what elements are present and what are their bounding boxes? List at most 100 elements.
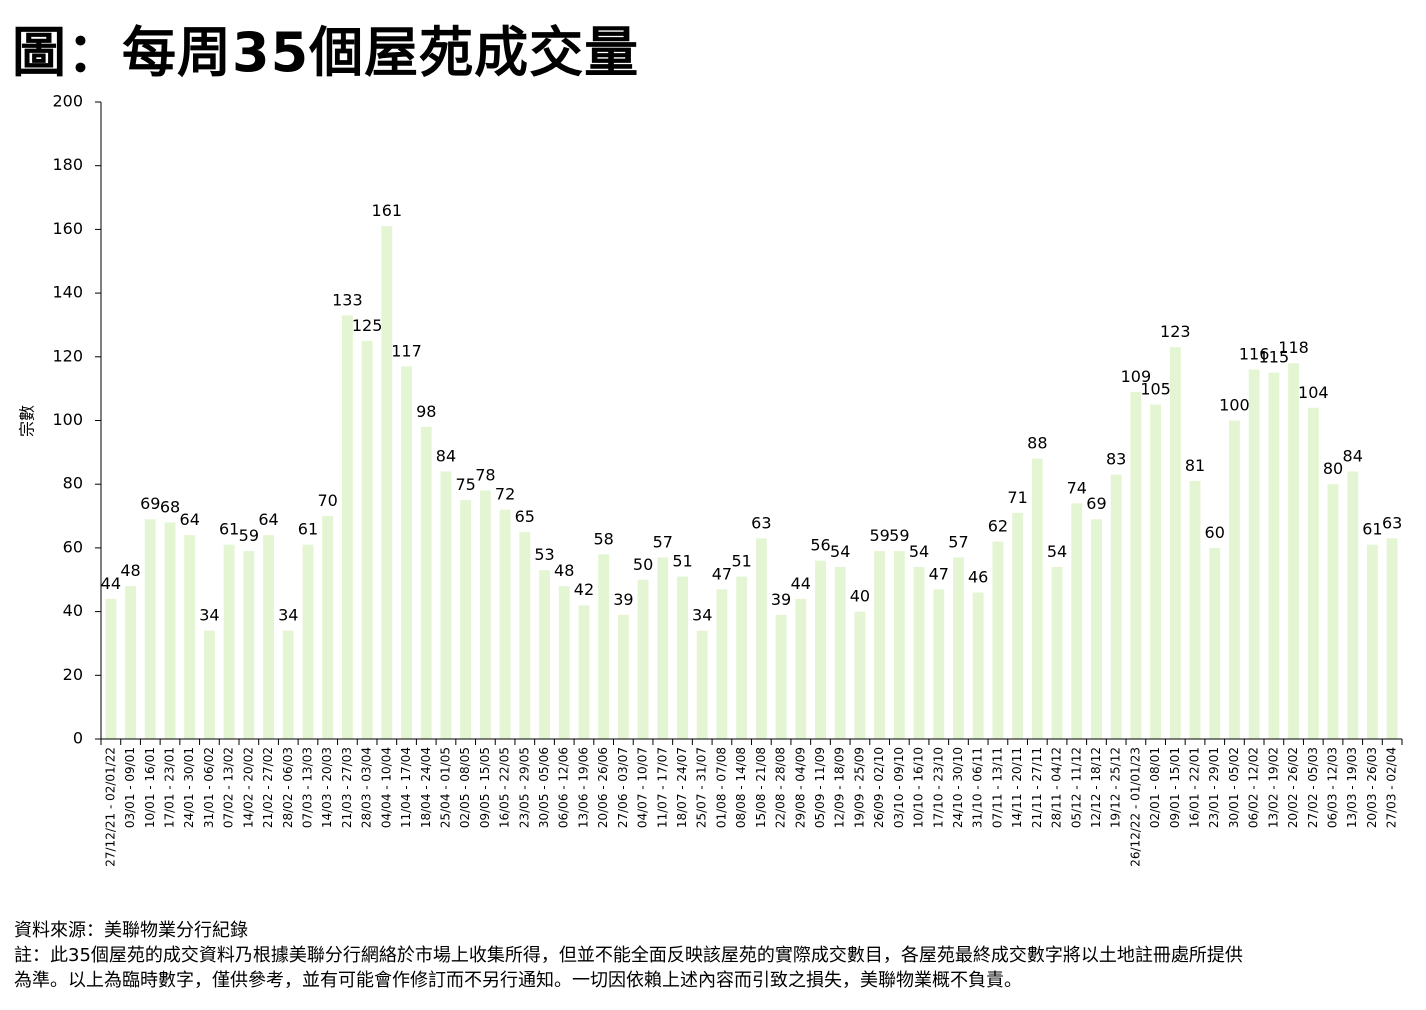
y-tick-label: 100 bbox=[52, 410, 83, 429]
x-tick-label: 18/04 - 24/04 bbox=[419, 747, 433, 828]
x-tick-label: 13/06 - 19/06 bbox=[576, 747, 590, 828]
bar bbox=[144, 519, 156, 739]
data-label: 48 bbox=[554, 561, 574, 580]
bar bbox=[1307, 407, 1319, 739]
x-tick-label: 28/03 - 03/04 bbox=[360, 747, 374, 828]
data-label: 98 bbox=[416, 402, 436, 421]
data-label: 54 bbox=[909, 542, 929, 561]
data-label: 58 bbox=[593, 529, 613, 548]
bar bbox=[578, 605, 590, 739]
x-tick-label: 02/05 - 08/05 bbox=[458, 747, 472, 828]
data-label: 51 bbox=[672, 552, 692, 571]
data-label: 34 bbox=[199, 606, 219, 625]
x-tick-label: 03/10 - 09/10 bbox=[892, 747, 906, 828]
x-tick-label: 11/07 - 17/07 bbox=[655, 747, 669, 828]
bar bbox=[322, 516, 334, 739]
bar bbox=[677, 576, 688, 739]
x-tick-label: 16/01 - 22/01 bbox=[1188, 747, 1202, 828]
x-tick-label: 31/01 - 06/02 bbox=[202, 747, 216, 828]
data-label: 39 bbox=[613, 590, 633, 609]
x-tick-label: 21/03 - 27/03 bbox=[340, 747, 354, 828]
data-label: 44 bbox=[101, 574, 121, 593]
x-tick-label: 25/04 - 01/05 bbox=[438, 747, 452, 828]
bar bbox=[263, 535, 274, 739]
data-label: 40 bbox=[850, 587, 870, 606]
x-tick-label: 18/07 - 24/07 bbox=[675, 747, 689, 828]
x-tick-label: 05/12 - 11/12 bbox=[1069, 747, 1083, 828]
bar bbox=[854, 611, 866, 739]
x-tick-label: 19/09 - 25/09 bbox=[852, 747, 866, 828]
data-label: 88 bbox=[1027, 434, 1047, 453]
data-label: 53 bbox=[534, 545, 554, 564]
x-tick-label: 11/04 - 17/04 bbox=[399, 747, 413, 828]
bar bbox=[1386, 538, 1398, 739]
disclaimer-line-2: 為準。以上為臨時數字，僅供參考，並有可能會作修訂而不另行通知。一切因依賴上述內容… bbox=[14, 970, 1022, 991]
data-label: 117 bbox=[391, 341, 422, 360]
bar bbox=[460, 500, 472, 739]
data-label: 44 bbox=[791, 574, 811, 593]
bar bbox=[539, 570, 550, 739]
data-label: 75 bbox=[455, 475, 475, 494]
data-label: 60 bbox=[1205, 523, 1225, 542]
bar bbox=[341, 315, 353, 739]
x-tick-label: 16/05 - 22/05 bbox=[498, 747, 512, 828]
bar bbox=[1091, 519, 1102, 739]
source-note: 資料來源：美聯物業分行紀錄 bbox=[14, 920, 248, 941]
data-label: 56 bbox=[810, 536, 830, 555]
y-tick-label: 200 bbox=[52, 92, 83, 111]
x-tick-label: 30/05 - 05/06 bbox=[537, 747, 551, 828]
bar bbox=[696, 630, 708, 739]
bar bbox=[953, 557, 964, 739]
bar bbox=[913, 567, 925, 739]
x-tick-label: 12/12 - 18/12 bbox=[1089, 747, 1103, 828]
y-tick-label: 120 bbox=[52, 346, 83, 365]
data-label: 54 bbox=[830, 542, 850, 561]
x-axis: 27/12/21 - 02/01/22 03/01 - 09/01 10/01 - … bbox=[100, 738, 1403, 867]
data-label: 81 bbox=[1185, 456, 1205, 475]
bar bbox=[1209, 547, 1221, 739]
y-tick-label: 140 bbox=[52, 283, 83, 302]
bar bbox=[1071, 503, 1083, 739]
bar bbox=[1248, 369, 1260, 739]
bar bbox=[1169, 347, 1181, 739]
data-label: 64 bbox=[258, 510, 278, 529]
x-tick-label: 20/03 - 26/03 bbox=[1365, 747, 1379, 828]
bar bbox=[1288, 363, 1300, 739]
x-tick-label: 20/02 - 26/02 bbox=[1286, 747, 1300, 828]
x-tick-label: 07/03 - 13/03 bbox=[300, 747, 314, 828]
x-tick-label: 25/07 - 31/07 bbox=[695, 747, 709, 828]
bar bbox=[1130, 391, 1142, 739]
bar bbox=[105, 598, 117, 739]
y-axis: 0 20 40 60 80 100 120 140 160 180 200 bbox=[52, 92, 102, 748]
x-tick-label: 24/01 - 30/01 bbox=[182, 747, 196, 828]
x-tick-label: 10/10 - 16/10 bbox=[912, 747, 926, 828]
x-tick-label: 03/01 - 09/01 bbox=[123, 747, 137, 828]
y-tick-label: 60 bbox=[63, 537, 83, 556]
x-tick-label: 09/05 - 15/05 bbox=[478, 747, 492, 828]
y-tick-label: 20 bbox=[63, 665, 83, 684]
bar bbox=[440, 471, 452, 739]
x-tick-label: 27/03 - 02/04 bbox=[1385, 747, 1399, 828]
bar bbox=[282, 630, 294, 739]
y-tick-label: 160 bbox=[52, 219, 83, 238]
data-label: 63 bbox=[1382, 513, 1402, 532]
data-label: 59 bbox=[239, 526, 259, 545]
bar bbox=[499, 509, 511, 739]
bar bbox=[972, 592, 984, 739]
data-label: 84 bbox=[436, 446, 456, 465]
bar bbox=[1367, 544, 1378, 739]
bar bbox=[361, 340, 373, 739]
bar bbox=[815, 560, 826, 739]
x-tick-label: 27/02 - 05/03 bbox=[1306, 747, 1320, 828]
data-label: 47 bbox=[929, 564, 949, 583]
data-label: 61 bbox=[219, 520, 239, 539]
x-tick-label: 28/11 - 04/12 bbox=[1050, 747, 1064, 828]
data-label: 71 bbox=[1007, 488, 1027, 507]
data-label: 133 bbox=[332, 290, 363, 309]
bar bbox=[1268, 372, 1280, 739]
x-tick-label: 02/01 - 08/01 bbox=[1148, 747, 1162, 828]
bar bbox=[716, 589, 728, 739]
data-label: 54 bbox=[1047, 542, 1067, 561]
bar bbox=[893, 551, 905, 739]
